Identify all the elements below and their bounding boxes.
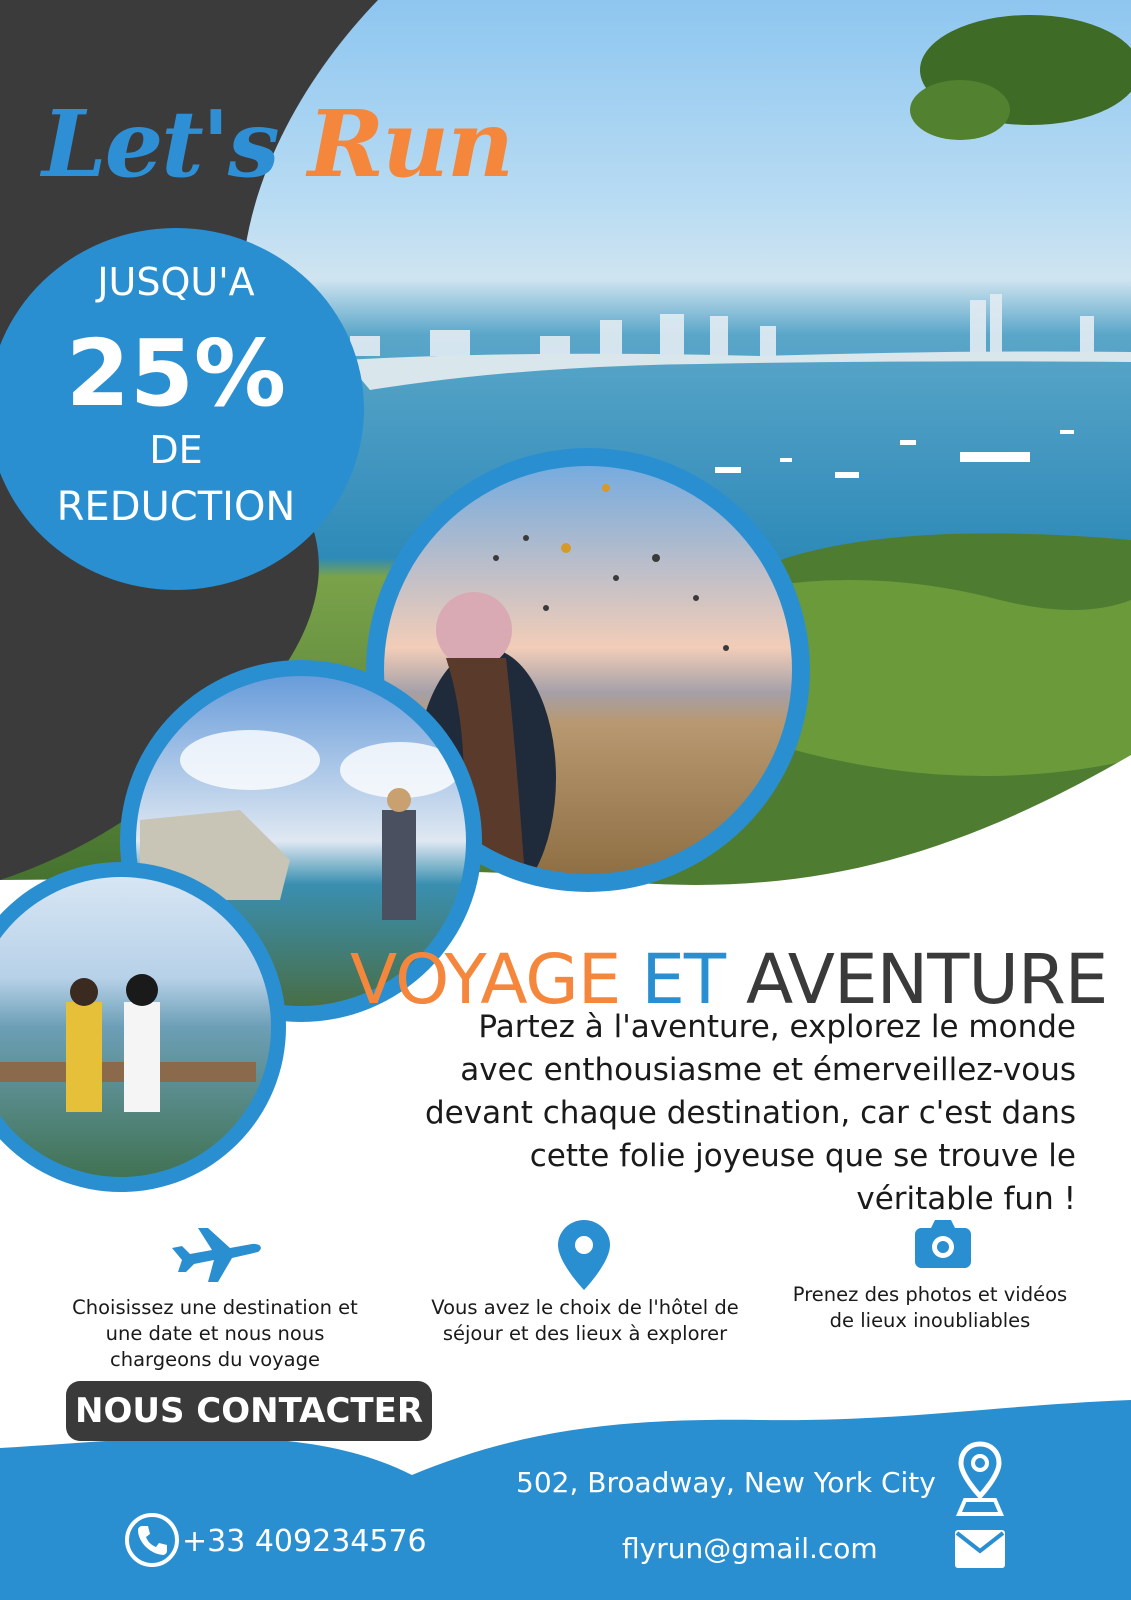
camera-icon — [915, 1220, 971, 1268]
feature-hotel-text: Vous avez le choix de l'hôtel de séjour … — [431, 1296, 739, 1345]
feature-photos-text: Prenez des photos et vidéos de lieux ino… — [792, 1283, 1068, 1332]
footer-band — [0, 1400, 1131, 1600]
headline: VOYAGE ET AVENTURE — [350, 946, 1108, 1015]
discount-line-reduction: REDUCTION — [56, 484, 296, 530]
airplane-icon — [172, 1228, 261, 1282]
headline-voyage: VOYAGE — [350, 940, 621, 1020]
photo-mountains-circle — [0, 862, 286, 1192]
discount-line-up-to: JUSQU'A — [97, 260, 255, 304]
discount-line-de: DE — [149, 428, 203, 472]
brand-word-lets: Let's — [42, 90, 280, 198]
location-pin-icon — [955, 1441, 1005, 1516]
footer-address: 502, Broadway, New York City — [516, 1466, 936, 1499]
contact-button[interactable]: NOUS CONTACTER — [66, 1381, 432, 1441]
discount-value: 25% — [65, 320, 287, 427]
footer-phone: +33 409234576 — [182, 1524, 427, 1559]
headline-et: ET — [641, 940, 726, 1020]
mail-icon — [955, 1530, 1005, 1568]
feature-destination-text: Choisissez une destination et une date e… — [72, 1296, 358, 1371]
discount-badge: JUSQU'A 25% DE REDUCTION — [0, 228, 364, 590]
phone-icon — [125, 1513, 179, 1567]
footer-email: flyrun@gmail.com — [622, 1532, 878, 1565]
headline-aventure: AVENTURE — [746, 940, 1108, 1020]
map-pin-icon — [558, 1220, 610, 1290]
brand-logo: Let's Run — [42, 98, 514, 190]
brand-word-run: Run — [307, 90, 514, 198]
lead-paragraph: Partez à l'aventure, explorez le monde a… — [425, 1009, 1076, 1217]
